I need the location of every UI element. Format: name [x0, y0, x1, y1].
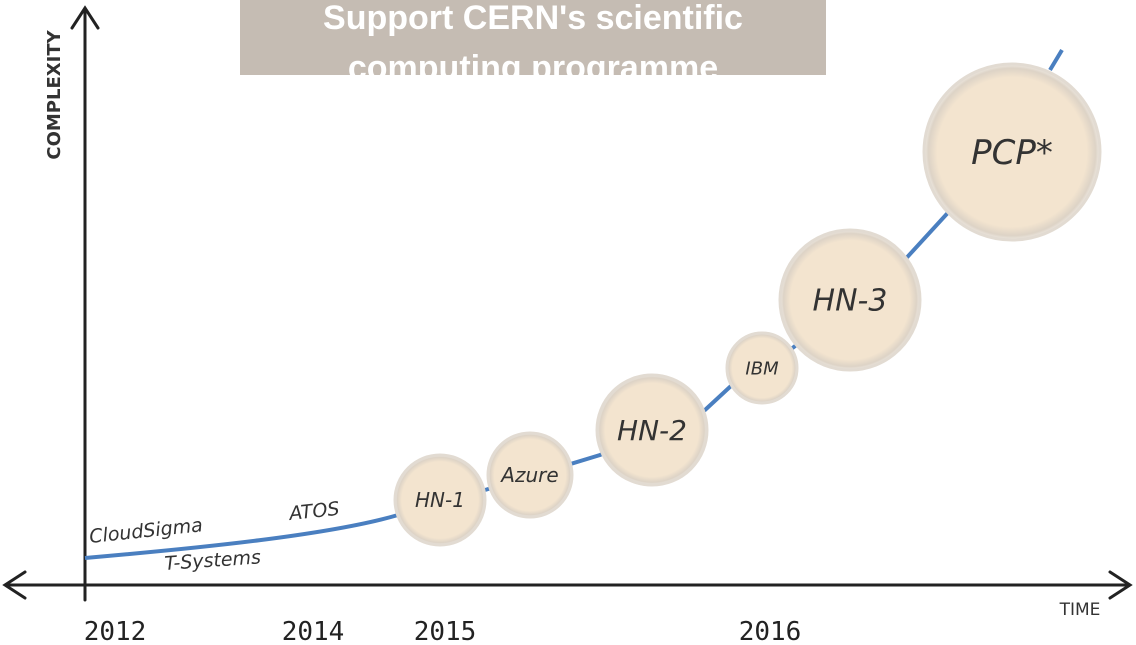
node-label: PCP*	[971, 133, 1053, 173]
node-label: HN-2	[617, 414, 687, 447]
node-label: IBM	[745, 358, 779, 379]
node	[595, 373, 709, 487]
year-label: 2016	[739, 617, 802, 645]
title-box	[240, 0, 826, 75]
provider-label: CloudSigma	[88, 514, 204, 548]
x-axis-label: TIME	[1059, 600, 1101, 620]
node-label: HN-3	[813, 284, 888, 319]
title-line: computing programme	[348, 49, 718, 87]
year-label: 2014	[282, 617, 345, 645]
title-line: Support CERN's scientific	[323, 0, 743, 37]
node	[922, 62, 1102, 242]
node	[778, 228, 922, 372]
year-label: 2015	[414, 617, 477, 645]
node-label: HN-1	[415, 488, 465, 512]
node	[725, 331, 799, 405]
x-axis	[2, 570, 1133, 600]
node	[393, 453, 487, 547]
provider-label: ATOS	[286, 498, 340, 525]
axes	[2, 5, 1133, 602]
y-axis	[70, 5, 100, 602]
node	[486, 431, 574, 519]
node-label: Azure	[499, 463, 558, 487]
y-axis-label: COMPLEXITY	[44, 29, 65, 159]
year-label: 2012	[84, 617, 147, 645]
